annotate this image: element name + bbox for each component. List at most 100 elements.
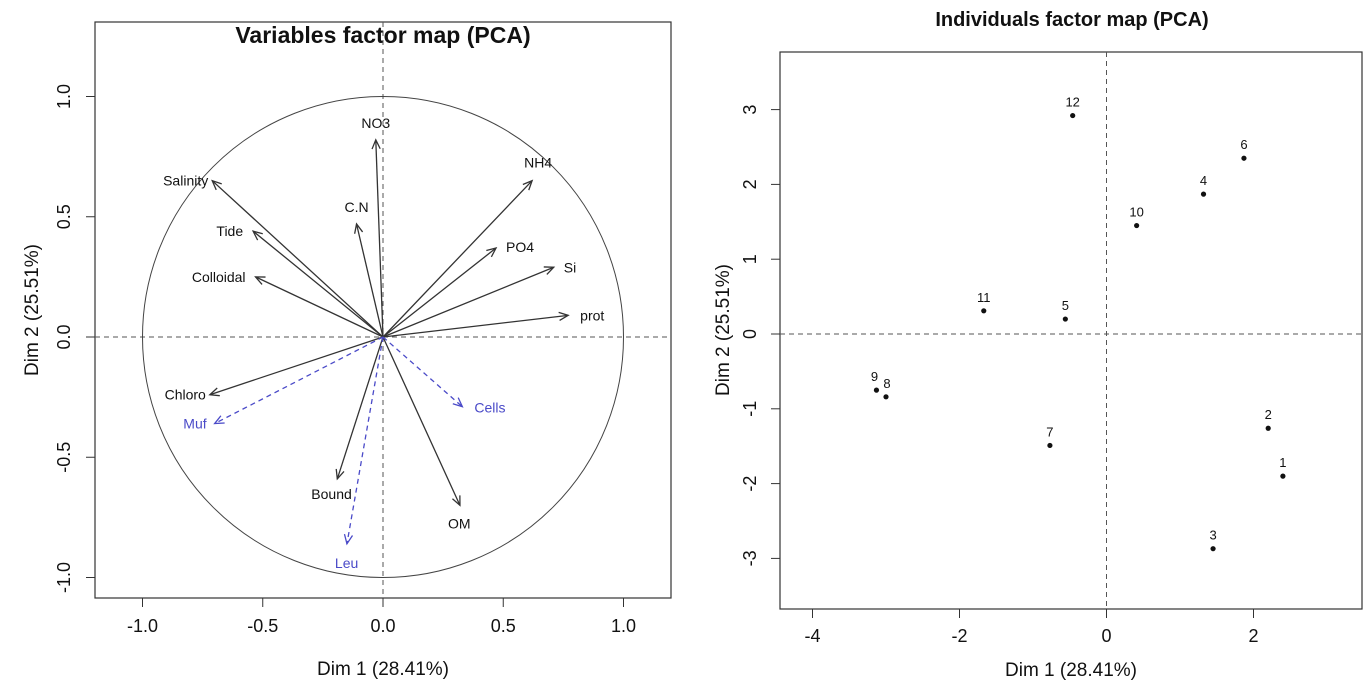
point-3 [1210,546,1216,552]
label-prot: prot [580,307,604,323]
point-11 [981,308,987,314]
label-cells-supplementary: Cells [474,400,505,416]
variables-y-ticks: -1.0 -0.5 0.0 0.5 1.0 [54,84,95,593]
arrowhead-c-n [354,222,364,234]
individuals-x-ticks: -4 -2 0 2 [804,609,1259,646]
arrow-leu-supplementary [346,336,384,544]
label-no3: NO3 [361,115,390,131]
point-9 [873,387,880,393]
point-label-10: 10 [1129,205,1143,220]
point-label-9: 9 [871,369,878,384]
point-label-3: 3 [1209,528,1216,543]
y-tick-label: 1.0 [54,84,74,109]
point-label-11: 11 [977,290,991,305]
arrow-muf-supplementary [214,336,384,425]
individuals-chart-title: Individuals factor map (PCA) [935,9,1208,31]
variables-x-ticks: -1.0 -0.5 0.0 0.5 1.0 [127,598,636,636]
arrow-bound [336,336,384,480]
arrow-nh4 [382,180,533,338]
label-salinity: Salinity [163,173,208,189]
individuals-reference-lines [780,52,1362,609]
variables-panel: Variables factor map (PCA) -1.0 -0.5 0.0 0.… [22,21,672,680]
label-nh4: NH4 [524,155,552,171]
point-8 [883,394,889,400]
point-label-6: 6 [1240,137,1247,152]
arrowhead-muf-supplementary [213,415,225,425]
arrowhead-bound [335,468,345,481]
supplementary-variable-arrows: Muf Cells Leu [183,336,505,571]
y-tick-label: 0.0 [54,324,74,349]
arrowhead-tide [251,230,263,241]
label-colloidal: Colloidal [192,269,246,285]
point-label-4: 4 [1200,173,1207,188]
x-tick-label: -4 [804,626,820,646]
x-tick-label: 0.0 [370,616,395,636]
x-tick-label: -1.0 [127,616,158,636]
y-tick-label: -3 [740,550,760,566]
active-variable-arrows: NO3 C.N Salinity Tide Colloidal NH4 PO4 Si prot C… [163,115,604,532]
x-tick-label: 0.5 [491,616,516,636]
point-label-1: 1 [1279,455,1286,470]
arrow-chloro [209,336,384,396]
point-label-8: 8 [883,376,890,391]
variables-y-axis-label: Dim 2 (25.51%) [22,244,43,376]
label-om: OM [448,515,471,531]
y-tick-label: -2 [740,476,760,492]
x-tick-label: 0 [1101,626,1111,646]
arrow-cells-supplementary [382,336,463,408]
individuals-y-ticks: -3 -2 -1 0 1 2 3 [740,105,780,566]
arrow-po4 [382,247,497,338]
arrowhead-cells-supplementary [452,397,464,408]
y-tick-label: -1.0 [54,562,74,593]
arrowhead-no3 [371,138,381,150]
arrow-om [382,336,461,506]
arrowhead-om [452,495,461,507]
label-leu-supplementary: Leu [335,555,358,571]
point-label-2: 2 [1265,407,1272,422]
arrowhead-si [543,266,556,275]
arrowhead-colloidal [254,276,266,285]
y-tick-label: 2 [740,179,760,189]
label-chloro: Chloro [165,387,206,403]
arrow-no3 [375,139,384,338]
y-tick-label: 0.5 [54,204,74,229]
arrowhead-po4 [486,247,498,258]
y-tick-label: 3 [740,105,760,115]
arrow-colloidal [255,276,384,338]
arrow-prot [382,314,569,338]
arrow-si [382,266,555,338]
y-tick-label: -0.5 [54,442,74,473]
point-10 [1134,222,1140,229]
point-1 [1280,473,1286,479]
y-tick-label: 0 [740,329,760,339]
x-tick-label: 2 [1248,626,1258,646]
point-4 [1200,191,1207,197]
arrowhead-nh4 [522,179,534,191]
point-7 [1047,442,1053,449]
label-bound: Bound [311,486,351,502]
x-tick-label: 1.0 [611,616,636,636]
point-label-5: 5 [1062,298,1069,313]
x-tick-label: -2 [951,626,967,646]
y-tick-label: 1 [740,254,760,264]
point-label-12: 12 [1065,95,1079,110]
point-12 [1070,112,1076,119]
label-c-n: C.N [344,199,368,215]
label-si: Si [564,259,576,275]
point-label-7: 7 [1046,424,1053,439]
point-2 [1265,425,1271,431]
arrowhead-prot [558,311,570,322]
point-5 [1062,316,1068,322]
correlation-circle [142,96,624,578]
individuals-y-axis-label: Dim 2 (25.51%) [713,264,734,396]
individuals-panel: Individuals factor map (PCA) -4 -2 0 2 -3 -2… [713,9,1363,681]
individuals-x-axis-label: Dim 1 (28.41%) [1005,660,1137,681]
y-tick-label: -1 [740,401,760,417]
variables-x-axis-label: Dim 1 (28.41%) [317,659,449,680]
arrowhead-chloro [208,387,220,397]
label-po4: PO4 [506,239,534,255]
label-tide: Tide [216,223,243,239]
label-muf-supplementary: Muf [183,416,206,432]
arrowhead-leu-supplementary [343,533,354,546]
arrow-c-n [355,223,384,338]
